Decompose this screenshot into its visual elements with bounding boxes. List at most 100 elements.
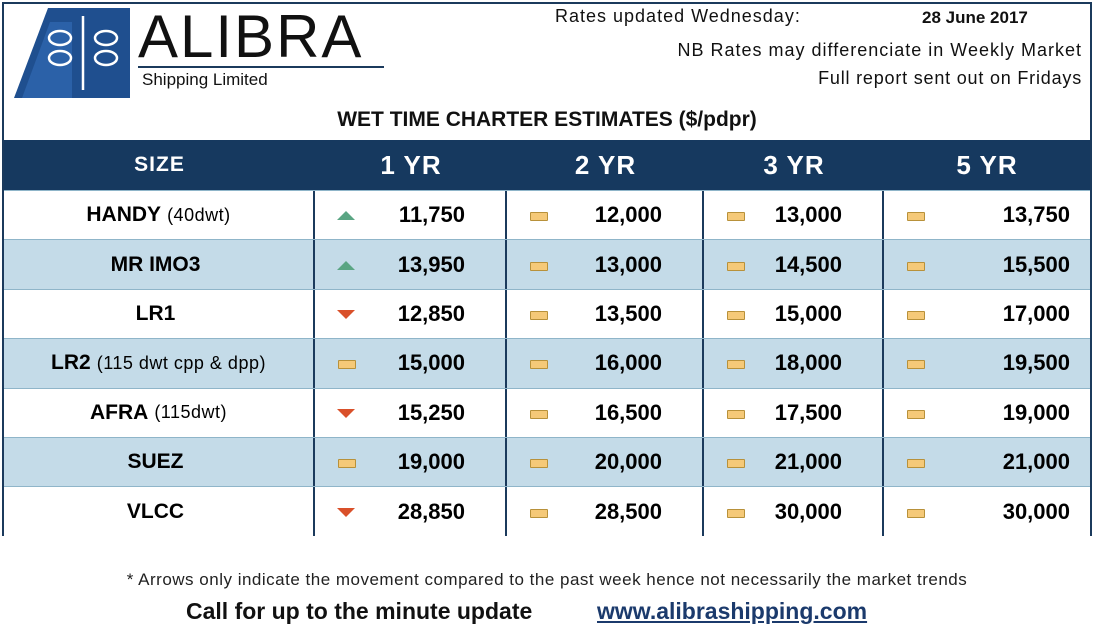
trend-flat-icon [726, 407, 745, 419]
rate-cell-5yr: 19,000 [884, 389, 1090, 437]
table-row: SUEZ 19,000 20,000 21,000 21,000 [4, 436, 1090, 487]
rate-cell-1yr: 15,250 [315, 388, 507, 437]
rate-value: 21,000 [774, 449, 842, 475]
rate-cell-1yr: 28,850 [315, 487, 507, 536]
table-header: SIZE 1 YR 2 YR 3 YR 5 YR [4, 140, 1090, 190]
rates-table: SIZE 1 YR 2 YR 3 YR 5 YR HANDY (40dwt) 11… [4, 140, 1090, 536]
brand-divider [138, 66, 384, 68]
rate-value: 15,000 [774, 300, 842, 326]
trend-flat-icon [529, 308, 548, 320]
rate-cell-1yr: 11,750 [315, 191, 507, 240]
rate-cell-1yr: 12,850 [315, 289, 507, 339]
rate-value: 28,500 [594, 498, 662, 524]
rate-cell-1yr: 19,000 [315, 437, 507, 487]
rate-value: 21,000 [1002, 449, 1070, 475]
footnote: * Arrows only indicate the movement comp… [126, 570, 968, 589]
rate-value: 20,000 [594, 449, 662, 475]
trend-flat-icon [726, 456, 745, 469]
rate-cell-2yr: 13,500 [507, 289, 704, 339]
table-row: MR IMO3 13,950 13,000 14,500 15,500 [4, 239, 1090, 289]
trend-down-icon [337, 407, 355, 419]
trend-flat-icon [726, 357, 745, 370]
rate-cell-3yr: 17,500 [704, 388, 884, 437]
trend-flat-icon [529, 506, 548, 518]
rate-value: 11,750 [398, 202, 465, 228]
trend-flat-icon [906, 259, 925, 271]
column-header-3yr: 3 YR [763, 149, 825, 180]
trend-flat-icon [906, 407, 925, 419]
rate-value: 30,000 [1002, 498, 1070, 524]
rate-value: 13,750 [1002, 202, 1070, 228]
rate-cell-2yr: 16,500 [507, 388, 704, 437]
trend-flat-icon [906, 209, 925, 222]
vessel-size: LR2 [51, 351, 91, 375]
rate-cell-3yr: 14,500 [704, 240, 884, 289]
vessel-detail: (115dwt) [154, 402, 228, 423]
call-to-action: Call for up to the minute update [186, 598, 533, 624]
size-cell: HANDY (40dwt) [4, 191, 315, 240]
trend-flat-icon [529, 259, 548, 271]
vessel-size: MR IMO3 [110, 252, 201, 276]
rate-cell-3yr: 13,000 [704, 191, 884, 240]
trend-flat-icon [726, 209, 745, 222]
rate-cell-2yr: 13,000 [507, 240, 704, 289]
size-cell: MR IMO3 [4, 240, 315, 289]
table-row: LR2 (115 dwt cpp & dpp) 15,000 16,000 18,… [4, 338, 1090, 388]
website-link[interactable]: www.alibrashipping.com [597, 598, 868, 624]
table-title: WET TIME CHARTER ESTIMATES ($/pdpr) [337, 108, 757, 131]
trend-down-icon [337, 308, 355, 320]
brand-name: ALIBRA [138, 3, 364, 70]
trend-flat-icon [906, 357, 925, 370]
rate-cell-5yr: 30,000 [884, 487, 1090, 535]
rate-value: 15,000 [397, 350, 465, 376]
column-header-1yr: 1 YR [380, 149, 442, 180]
trend-flat-icon [529, 209, 548, 222]
trend-flat-icon [529, 407, 548, 419]
table-row: AFRA (115dwt) 15,250 16,500 17,500 19,000 [4, 387, 1090, 437]
rate-cell-3yr: 18,000 [704, 339, 884, 388]
size-cell: AFRA (115dwt) [4, 388, 315, 437]
size-cell: VLCC [4, 487, 315, 536]
rate-value: 17,000 [1002, 300, 1070, 326]
rate-value: 14,500 [774, 251, 842, 277]
rate-cell-3yr: 21,000 [704, 437, 884, 487]
rate-value: 16,500 [594, 399, 662, 425]
vessel-size: AFRA [89, 400, 149, 424]
vessel-detail: (40dwt) [167, 204, 231, 225]
vessel-size: HANDY [86, 203, 162, 227]
rates-note: NB Rates may differenciate in Weekly Mar… [677, 40, 1082, 60]
trend-flat-icon [906, 308, 925, 320]
table-row: HANDY (40dwt) 11,750 12,000 13,000 13,750 [4, 190, 1090, 240]
rate-cell-2yr: 16,000 [507, 339, 704, 388]
table-row: LR1 12,850 13,500 15,000 17,000 [4, 288, 1090, 339]
trend-flat-icon [337, 357, 356, 370]
rate-value: 12,850 [397, 300, 465, 326]
rate-value: 16,000 [594, 350, 662, 376]
trend-flat-icon [726, 308, 745, 320]
table-row: VLCC 28,850 28,500 30,000 30,000 [4, 486, 1090, 536]
vessel-size: VLCC [126, 499, 185, 523]
rate-cell-2yr: 20,000 [507, 437, 704, 487]
rate-cell-5yr: 17,000 [884, 290, 1090, 338]
rate-cell-1yr: 15,000 [315, 339, 507, 388]
rate-value: 19,000 [1002, 399, 1070, 425]
trend-flat-icon [529, 456, 548, 469]
rate-value: 18,000 [774, 350, 842, 376]
rate-cell-5yr: 15,500 [884, 240, 1090, 288]
rate-value: 17,500 [774, 399, 842, 425]
rate-value: 19,500 [1002, 350, 1070, 376]
rate-cell-1yr: 13,950 [315, 240, 507, 289]
rate-cell-3yr: 15,000 [704, 289, 884, 339]
rate-value: 13,000 [594, 251, 662, 277]
trend-down-icon [337, 506, 355, 518]
rate-value: 15,500 [1002, 251, 1070, 277]
trend-flat-icon [529, 357, 548, 370]
brand-subtitle: Shipping Limited [142, 70, 268, 89]
rate-cell-3yr: 30,000 [704, 487, 884, 536]
report-note: Full report sent out on Fridays [818, 68, 1082, 88]
rate-value: 19,000 [397, 449, 465, 475]
rate-value: 15,250 [397, 399, 465, 425]
rate-value: 30,000 [774, 498, 842, 524]
rate-cell-2yr: 28,500 [507, 487, 704, 536]
trend-up-icon [337, 209, 355, 221]
